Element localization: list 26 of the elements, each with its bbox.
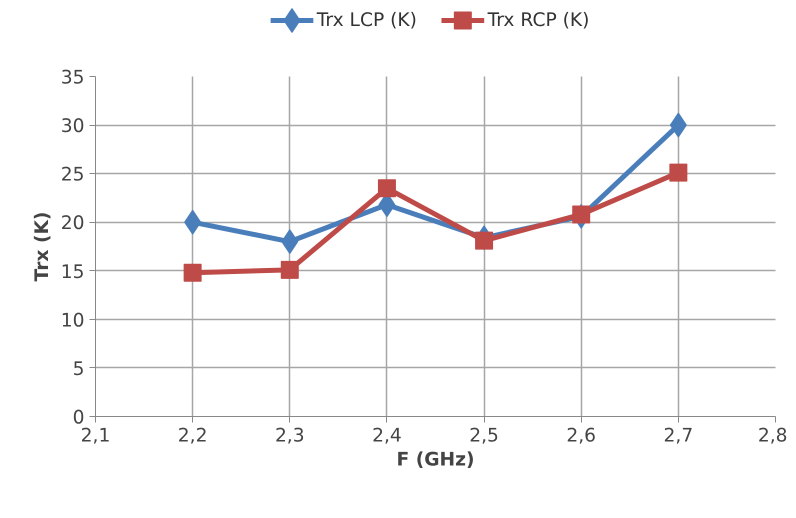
- x-tick-label: 2,3: [274, 426, 305, 446]
- y-axis-title: Trx (K): [32, 212, 53, 282]
- point: [184, 264, 202, 282]
- legend-label: Trx RCP (K): [486, 10, 590, 31]
- y-tick-label: 35: [60, 68, 85, 88]
- y-tick-label: 25: [60, 164, 85, 186]
- point: [280, 260, 299, 279]
- y-tick-label: 20: [60, 213, 85, 234]
- x-tick-label: 2,4: [372, 426, 402, 446]
- x-tick-label: 2,2: [178, 426, 208, 446]
- y-tick-label: 0: [72, 408, 85, 428]
- x-tick-label: 2,6: [566, 426, 596, 446]
- point: [475, 232, 494, 250]
- x-tick-label: 2,1: [80, 426, 110, 446]
- x-axis-title: F (GHz): [396, 450, 475, 470]
- point: [572, 205, 590, 224]
- point: [378, 179, 396, 198]
- y-tick-label: 15: [60, 262, 85, 283]
- x-tick-label: 2,7: [664, 426, 694, 446]
- x-tick-label: 2,8: [758, 426, 788, 446]
- y-tick-label: 10: [60, 310, 85, 332]
- legend-label: Trx LCP (K): [316, 10, 417, 31]
- x-tick-label: 2,5: [469, 426, 499, 446]
- y-tick-label: 5: [72, 358, 85, 380]
- y-tick-label: 30: [60, 116, 85, 138]
- point: [669, 164, 688, 182]
